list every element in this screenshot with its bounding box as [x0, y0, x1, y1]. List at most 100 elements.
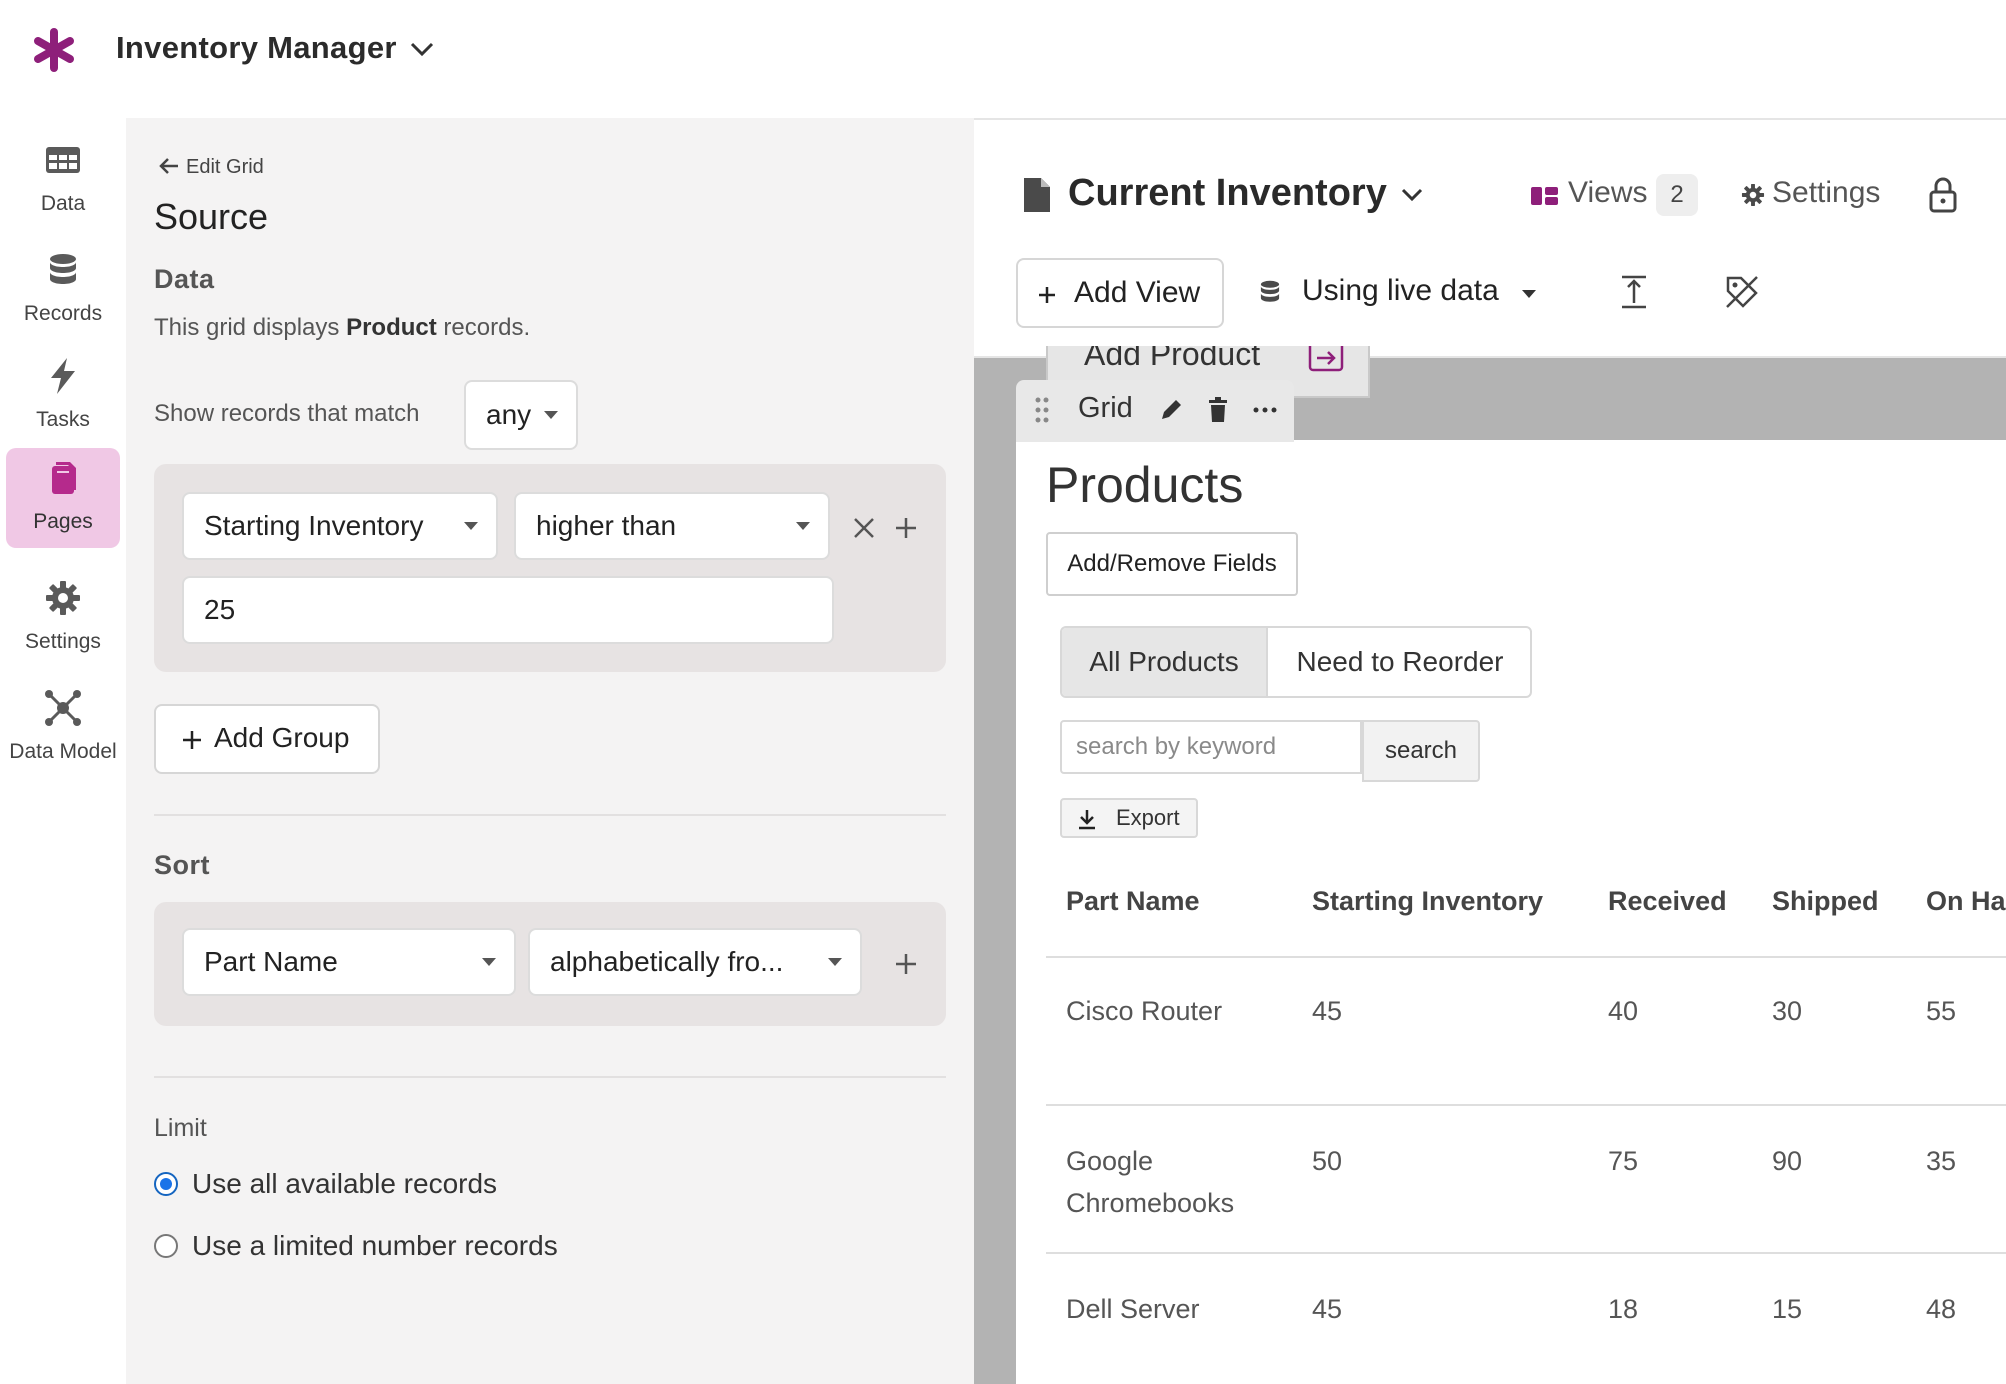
search-input[interactable]: search by keyword: [1060, 720, 1362, 774]
add-remove-fields-button[interactable]: Add/Remove Fields: [1046, 532, 1298, 596]
grid-element-card: [1016, 440, 2006, 1384]
sort-heading: Sort: [154, 850, 210, 880]
table-cell: Cisco Router: [1066, 996, 1223, 1026]
views-button[interactable]: Views: [1568, 176, 1648, 209]
tab-need-to-reorder[interactable]: Need to Reorder: [1266, 628, 1530, 696]
limit-number-option[interactable]: Use a limited number records: [154, 1230, 714, 1266]
tab-all-products[interactable]: All Products: [1062, 628, 1266, 696]
nav-item-pages[interactable]: Pages: [6, 448, 120, 548]
search-button[interactable]: search: [1362, 720, 1480, 782]
download-icon: [1079, 810, 1095, 830]
divider: [154, 814, 946, 816]
edit-pencil-icon[interactable]: [1158, 397, 1184, 423]
column-header[interactable]: Received: [1608, 886, 1727, 916]
nav-label: Settings: [25, 630, 101, 653]
add-view-button[interactable]: Add View: [1016, 258, 1224, 328]
back-to-edit-grid-link[interactable]: Edit Grid: [158, 156, 264, 179]
form-link-icon: [1308, 346, 1344, 372]
page-icon: [1024, 178, 1050, 212]
chevron-down-icon[interactable]: [1398, 184, 1426, 206]
desc-object: Product: [346, 314, 437, 341]
back-link-label: Edit Grid: [186, 156, 264, 178]
plus-icon: [183, 731, 201, 749]
export-button[interactable]: Export: [1060, 798, 1198, 838]
table-cell: 75: [1608, 1146, 1639, 1176]
nav-label: Tasks: [36, 408, 90, 431]
table-cell: 18: [1608, 1294, 1639, 1324]
nav-label: Data Model: [9, 740, 117, 763]
hide-tags-icon[interactable]: [1724, 274, 1760, 310]
column-header[interactable]: Shipped: [1772, 886, 1879, 916]
sort-order-select[interactable]: alphabetically fro...: [528, 928, 862, 996]
caret-down-icon: [828, 958, 842, 966]
limit-option-label: Use a limited number records: [192, 1230, 558, 1261]
add-view-label: Add View: [1074, 276, 1201, 309]
gear-icon: [1741, 183, 1765, 207]
nav-label: Records: [23, 302, 103, 325]
editor-title: Source: [154, 196, 269, 237]
more-options-icon[interactable]: [1252, 406, 1278, 414]
trash-icon[interactable]: [1206, 396, 1230, 424]
add-sort-icon[interactable]: [890, 948, 922, 980]
app-title[interactable]: Inventory Manager: [116, 30, 397, 65]
match-select[interactable]: any: [464, 380, 578, 450]
filter-operator-select[interactable]: higher than: [514, 492, 830, 560]
filter-field-value: Starting Inventory: [204, 510, 424, 541]
top-bar: [0, 0, 2006, 118]
sort-field-value: Part Name: [204, 946, 338, 977]
table-cell: Google Chromebooks: [1066, 1146, 1235, 1218]
lightning-icon: [51, 358, 75, 394]
radio-selected[interactable]: [154, 1172, 178, 1196]
nav-item-settings[interactable]: Settings: [6, 568, 120, 668]
lock-icon[interactable]: [1928, 176, 1958, 214]
column-header[interactable]: On Ha: [1926, 886, 2006, 916]
app-logo-icon: [34, 28, 74, 72]
nav-label: Pages: [33, 510, 93, 533]
drag-handle-icon[interactable]: [1034, 396, 1050, 424]
arrow-left-icon: [159, 158, 178, 174]
table-icon: [46, 147, 80, 173]
radio-unselected[interactable]: [154, 1234, 178, 1258]
grid-tab-label: Grid: [1078, 392, 1133, 424]
fit-height-icon[interactable]: [1618, 274, 1650, 310]
table-cell: Dell Server: [1066, 1294, 1200, 1324]
nav-item-tasks[interactable]: Tasks: [6, 346, 120, 446]
match-value: any: [486, 399, 532, 430]
grid-heading: Products: [1046, 457, 1244, 513]
grid-view-tabs: All Products Need to Reorder: [1060, 626, 1532, 698]
grid-element-toolbar[interactable]: Grid: [1016, 380, 1294, 442]
database-icon: [50, 254, 76, 284]
filter-operator-value: higher than: [536, 510, 677, 541]
prev-element-label: Add Product: [1084, 346, 1261, 372]
caret-down-icon: [464, 522, 478, 530]
nav-item-records[interactable]: Records: [6, 240, 120, 340]
filter-value-input[interactable]: 25: [182, 576, 834, 644]
add-filter-icon[interactable]: [890, 512, 922, 544]
nav-item-data-model[interactable]: Data Model: [6, 678, 120, 778]
table-cell: 45: [1312, 996, 1343, 1026]
network-icon: [45, 690, 81, 726]
column-header[interactable]: Starting Inventory: [1312, 886, 1544, 916]
divider: [154, 1076, 946, 1078]
limit-all-option[interactable]: Use all available records: [154, 1168, 714, 1204]
sort-field-select[interactable]: Part Name: [182, 928, 516, 996]
left-nav: Data Records Tasks Pages: [0, 118, 126, 1384]
filter-value: 25: [204, 594, 236, 625]
data-heading: Data: [154, 264, 215, 294]
add-group-button[interactable]: Add Group: [154, 704, 380, 774]
desc-text: This grid displays: [154, 314, 347, 341]
filter-field-select[interactable]: Starting Inventory: [182, 492, 498, 560]
nav-item-data[interactable]: Data: [6, 130, 120, 230]
remove-filter-icon[interactable]: [848, 512, 880, 544]
settings-button[interactable]: Settings: [1772, 176, 1881, 209]
limit-option-label: Use all available records: [192, 1168, 498, 1199]
views-icon: [1531, 187, 1558, 205]
caret-down-icon[interactable]: [1522, 290, 1536, 298]
chevron-down-icon[interactable]: [408, 38, 436, 60]
nav-label: Data: [40, 192, 86, 215]
data-mode-dropdown[interactable]: Using live data: [1302, 274, 1499, 307]
database-icon: [1260, 280, 1280, 302]
column-header[interactable]: Part Name: [1066, 886, 1200, 916]
page-title[interactable]: Current Inventory: [1068, 172, 1387, 214]
pages-icon: [52, 462, 76, 494]
